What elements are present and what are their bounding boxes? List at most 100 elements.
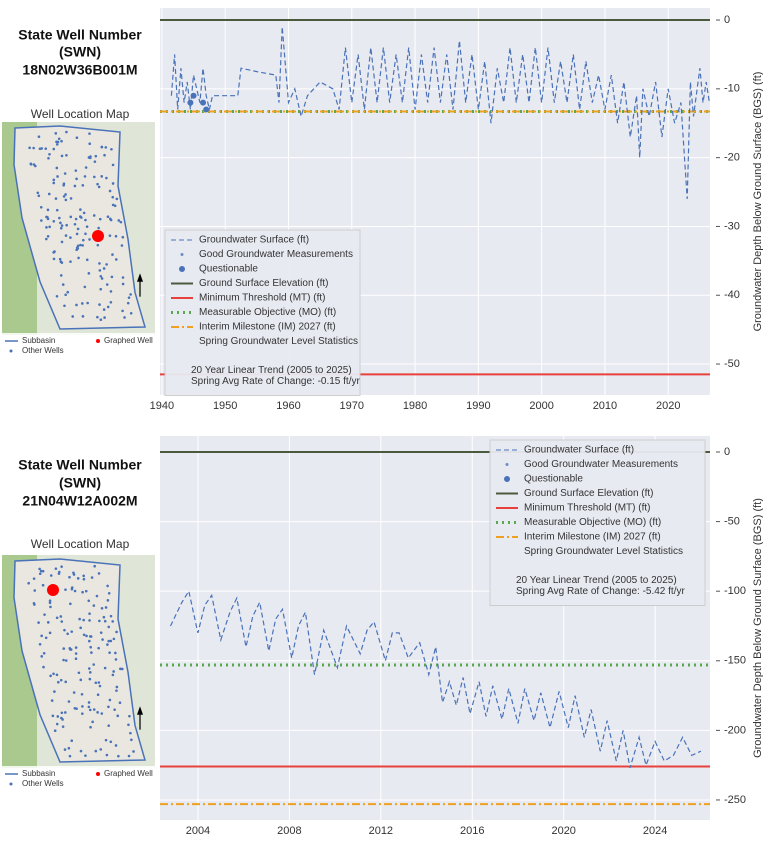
map-well-dot — [60, 620, 63, 623]
legend-swatch — [504, 476, 510, 482]
y-axis-label: Groundwater Depth Below Ground Surface (… — [752, 72, 763, 332]
x-tick-label: 1940 — [150, 400, 174, 412]
well-title: State Well Number — [18, 457, 142, 473]
questionable-point — [200, 100, 206, 106]
map-well-dot — [56, 616, 59, 619]
map-well-dot — [69, 602, 72, 605]
map-well-dot — [122, 283, 125, 286]
legend-note: Spring Groundwater Level Statistics — [199, 336, 358, 347]
map-well-dot — [59, 222, 62, 225]
map-well-dot — [107, 306, 110, 309]
map-well-dot — [70, 630, 73, 633]
map-well-dot — [75, 169, 78, 172]
map-well-dot — [107, 724, 110, 727]
map-well-dot — [45, 226, 48, 229]
map-well-dot — [28, 146, 31, 149]
map-well-dot — [103, 154, 106, 157]
map-well-dot — [91, 721, 94, 724]
legend-label: Minimum Threshold (MT) (ft) — [524, 503, 651, 514]
map-well-dot — [64, 681, 67, 684]
map-well-dot — [113, 638, 116, 641]
legend-label: Interim Milestone (IM) 2027 (ft) — [524, 532, 661, 543]
map-well-dot — [33, 602, 36, 605]
map-well-dot — [69, 755, 72, 758]
legend-label: Groundwater Surface (ft) — [524, 445, 634, 456]
map-well-dot — [56, 209, 59, 212]
map-legend-label: Graphed Well — [104, 336, 153, 345]
map-well-dot — [96, 316, 99, 319]
map-well-dot — [103, 308, 106, 311]
y-tick-label: -100 — [724, 585, 746, 597]
map-well-dot — [39, 572, 42, 575]
map-well-dot — [82, 239, 85, 242]
map-well-dot — [70, 648, 73, 651]
legend-note: 20 Year Linear Trend (2005 to 2025) — [516, 575, 677, 586]
map-well-dot — [78, 618, 81, 621]
map-well-dot — [56, 715, 59, 718]
map-well-dot — [107, 599, 110, 602]
map-well-dot — [115, 744, 118, 747]
map-legend-label: Subbasin — [22, 769, 55, 778]
map-well-dot — [84, 219, 87, 222]
map-well-dot — [109, 640, 112, 643]
map-well-dot — [118, 219, 121, 222]
map-well-dot — [88, 667, 91, 670]
x-tick-label: 1980 — [403, 400, 427, 412]
map-well-dot — [96, 183, 99, 186]
map-well-dot — [59, 258, 62, 261]
map-well-dot — [54, 729, 57, 732]
swn-label: (SWN) — [59, 44, 101, 60]
map-well-dot — [115, 258, 118, 261]
map-well-dot — [94, 681, 97, 684]
y-tick-label: 0 — [724, 446, 730, 458]
map-well-dot — [65, 224, 68, 227]
map-well-dot — [88, 706, 91, 709]
map-well-dot — [111, 620, 114, 623]
map-well-dot — [48, 153, 51, 156]
x-tick-label: 2016 — [460, 825, 484, 837]
map-well-dot — [112, 182, 115, 185]
map-well-dot — [100, 318, 103, 321]
map-well-dot — [96, 595, 99, 598]
map-well-dot — [96, 711, 99, 714]
map-well-dot — [56, 175, 59, 178]
map-well-dot — [79, 679, 82, 682]
map-well-dot — [101, 277, 104, 280]
map-well-dot — [82, 184, 85, 187]
map-well-dot — [75, 646, 78, 649]
map-legend-label: Other Wells — [22, 779, 64, 788]
map-well-dot — [109, 190, 112, 193]
map-well-dot — [70, 739, 73, 742]
map-well-dot — [99, 288, 102, 291]
map-well-dot — [84, 232, 87, 235]
map-well-dot — [92, 663, 95, 666]
map-well-dot — [93, 604, 96, 607]
map-well-dot — [111, 276, 114, 279]
x-tick-label: 2010 — [593, 400, 617, 412]
map-well-dot — [104, 146, 107, 149]
legend-label: Good Groundwater Measurements — [199, 249, 353, 260]
map-well-dot — [116, 715, 119, 718]
map-well-dot — [48, 193, 51, 196]
map-well-dot — [61, 711, 64, 714]
x-tick-label: 1950 — [213, 400, 237, 412]
map-well-dot — [61, 718, 64, 721]
map-well-dot — [38, 195, 41, 198]
map-well-dot — [130, 312, 133, 315]
map-well-dot — [39, 148, 42, 151]
graphed-well-marker — [47, 584, 59, 596]
x-tick-label: 2024 — [643, 825, 667, 837]
map-well-dot — [45, 637, 48, 640]
map-well-dot — [101, 638, 104, 641]
well-title: State Well Number — [18, 27, 142, 43]
map-well-dot — [85, 590, 88, 593]
map-well-dot — [62, 184, 65, 187]
map-well-dot — [61, 155, 64, 158]
map-well-dot — [94, 160, 97, 163]
map-well-dot — [60, 227, 63, 230]
map-well-dot — [89, 635, 92, 638]
map-well-dot — [122, 236, 125, 239]
map-well-dot — [88, 142, 91, 145]
map-well-dot — [61, 241, 64, 244]
map-well-dot — [99, 685, 102, 688]
